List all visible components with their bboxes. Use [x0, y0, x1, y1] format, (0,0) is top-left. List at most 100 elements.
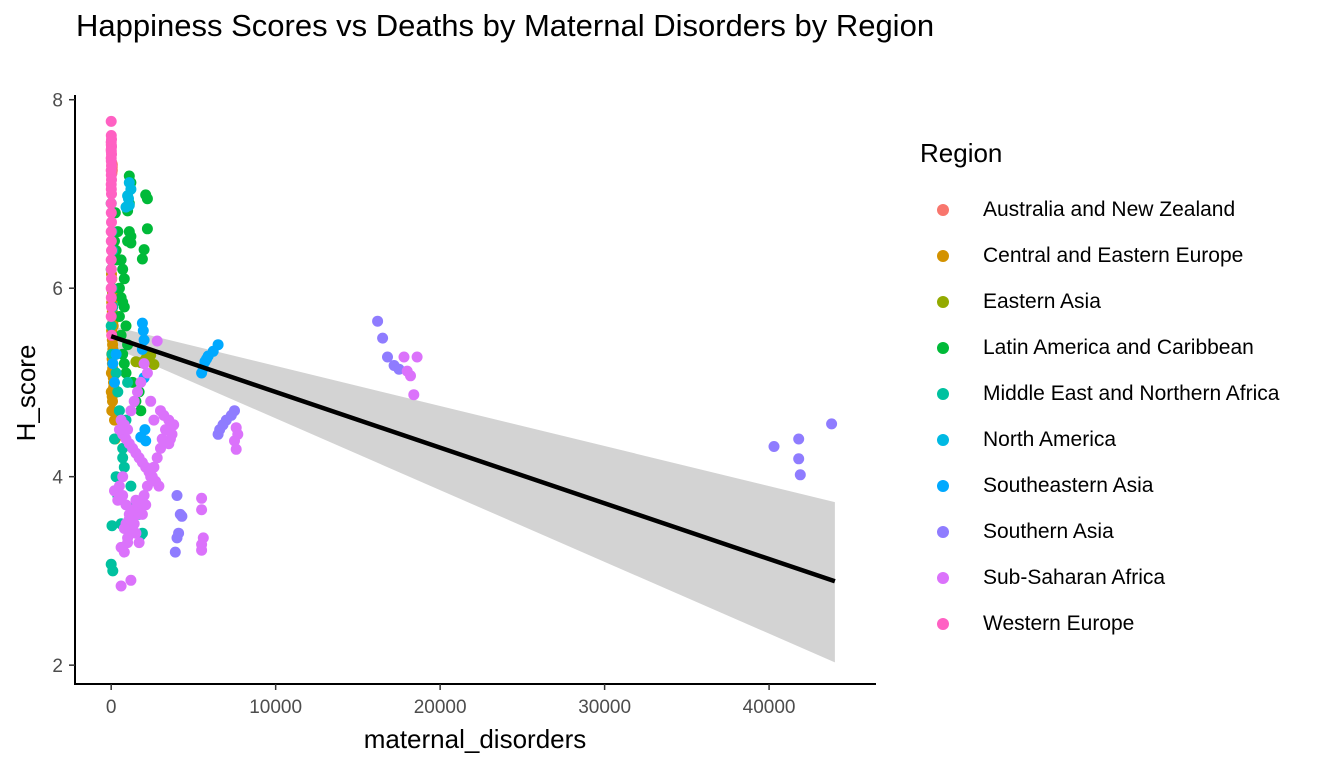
data-point — [136, 253, 148, 265]
data-point — [166, 428, 178, 440]
data-point — [105, 235, 117, 247]
x-tick-label: 10000 — [249, 697, 302, 718]
data-point — [148, 359, 160, 370]
legend-label: Southern Asia — [983, 520, 1114, 543]
data-point — [137, 325, 149, 337]
data-point — [141, 223, 153, 235]
data-point — [141, 367, 153, 379]
data-point — [117, 452, 129, 464]
data-point — [138, 244, 150, 256]
x-tick-label: 0 — [106, 697, 117, 718]
legend-item: Western Europe — [920, 601, 1279, 647]
data-point — [135, 405, 147, 417]
data-point — [151, 335, 163, 347]
data-point — [107, 358, 119, 370]
data-point — [112, 386, 124, 398]
data-point — [141, 193, 153, 205]
legend-swatch — [937, 250, 949, 262]
data-point — [127, 504, 139, 516]
data-point — [398, 351, 410, 363]
data-point — [107, 565, 119, 577]
data-point — [125, 574, 137, 586]
data-point — [141, 480, 153, 492]
data-point — [106, 245, 117, 256]
series-north-america — [120, 177, 137, 213]
data-point — [117, 263, 129, 275]
data-point — [107, 395, 118, 407]
data-point — [113, 480, 125, 492]
data-point — [115, 580, 127, 592]
series-southern-asia — [169, 315, 838, 558]
data-point — [110, 367, 122, 379]
data-point — [128, 395, 140, 407]
data-point — [105, 115, 117, 127]
data-point — [122, 424, 134, 436]
data-point — [106, 301, 117, 313]
data-point — [130, 527, 142, 539]
data-point — [163, 438, 175, 450]
data-point — [171, 490, 183, 501]
data-point — [105, 282, 117, 294]
data-point — [106, 273, 117, 285]
data-point — [117, 471, 129, 483]
data-point — [196, 544, 208, 556]
axes-layer: 0 10000 20000 30000 40000 2 4 6 8 — [52, 91, 876, 718]
data-point — [122, 376, 134, 388]
data-point — [105, 197, 117, 209]
data-point — [229, 435, 240, 447]
data-point — [125, 405, 137, 417]
x-tick-label: 20000 — [414, 697, 467, 718]
data-point — [109, 433, 120, 445]
legend-label: Australia and New Zealand — [983, 198, 1236, 221]
trend-line — [110, 334, 836, 584]
x-tick-label: 30000 — [578, 697, 631, 718]
legend-item: Southeastern Asia — [920, 463, 1279, 509]
legend-item: Sub-Saharan Africa — [920, 555, 1279, 601]
data-point — [118, 273, 130, 285]
x-axis-title: maternal_disorders — [364, 724, 587, 754]
data-point — [132, 386, 143, 398]
data-point — [118, 358, 130, 370]
data-point — [136, 508, 148, 520]
legend-item: North America — [920, 417, 1279, 463]
legend-item: Central and Eastern Europe — [920, 233, 1279, 279]
data-point — [118, 461, 130, 473]
trend-line-layer — [110, 334, 836, 584]
y-tick-label: 4 — [52, 468, 63, 489]
data-point — [793, 433, 805, 445]
series-sub-saharan-africa — [109, 335, 423, 592]
legend-item: Latin America and Caribbean — [920, 325, 1279, 371]
data-point — [826, 418, 838, 430]
data-point — [113, 405, 125, 417]
data-point — [138, 358, 150, 370]
data-point — [106, 188, 117, 200]
data-point — [106, 520, 118, 532]
data-point — [105, 263, 117, 275]
legend-label: Middle East and Northern Africa — [983, 382, 1280, 405]
data-point — [130, 356, 142, 368]
legend-swatch — [937, 618, 949, 630]
data-point — [196, 492, 208, 504]
data-point — [115, 541, 127, 553]
legend-label: North America — [983, 428, 1117, 451]
data-point — [120, 367, 132, 379]
chart-title: Happiness Scores vs Deaths by Maternal D… — [76, 8, 935, 43]
data-point — [105, 292, 117, 304]
data-point — [153, 480, 165, 492]
data-point — [106, 216, 117, 228]
legend-swatch — [937, 204, 949, 216]
data-point — [105, 207, 117, 219]
y-tick-label: 8 — [52, 91, 63, 112]
legend-item: Southern Asia — [920, 509, 1279, 555]
points-layer — [105, 115, 838, 592]
data-point — [139, 424, 151, 436]
data-point — [123, 513, 135, 525]
data-point — [118, 523, 130, 534]
data-point — [794, 469, 806, 481]
data-point — [768, 441, 780, 452]
data-point — [148, 414, 160, 426]
y-axis-title: H_score — [11, 345, 41, 442]
data-point — [408, 389, 420, 401]
data-point — [171, 532, 183, 544]
data-point — [105, 254, 117, 266]
